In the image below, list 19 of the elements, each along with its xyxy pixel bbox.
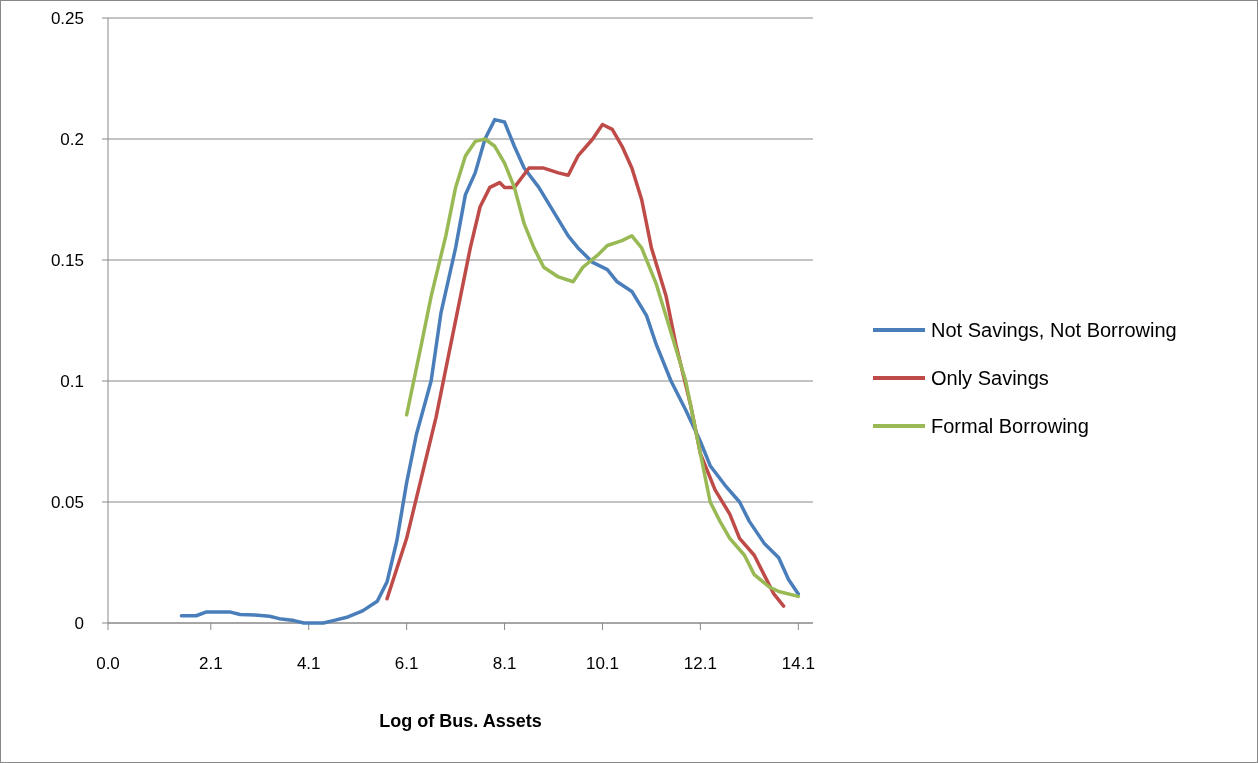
x-tick-label: 14.1 <box>781 654 815 673</box>
x-tick-label: 0.0 <box>96 654 120 673</box>
x-axis-title: Log of Bus. Assets <box>379 711 542 731</box>
x-tick-label: 10.1 <box>585 654 620 673</box>
y-tick-label: 0.1 <box>60 371 84 391</box>
y-tick-label: 0 <box>74 613 84 633</box>
legend-label: Formal Borrowing <box>931 415 1089 437</box>
x-tick-label: 8.1 <box>492 654 517 673</box>
x-tick-label: 4.1 <box>296 654 321 673</box>
x-tick-label: 6.1 <box>394 654 419 673</box>
y-tick-label: 0.25 <box>50 8 84 28</box>
x-tick-label: 2.1 <box>198 654 223 673</box>
y-tick-label: 0.2 <box>60 129 84 149</box>
y-tick-label: 0.15 <box>50 250 84 270</box>
y-tick-label: 0.05 <box>50 492 84 512</box>
legend-label: Only Savings <box>931 367 1049 389</box>
x-tick-label: 12.1 <box>683 654 717 673</box>
legend-label: Not Savings, Not Borrowing <box>931 319 1177 341</box>
line-series <box>179 117 801 625</box>
